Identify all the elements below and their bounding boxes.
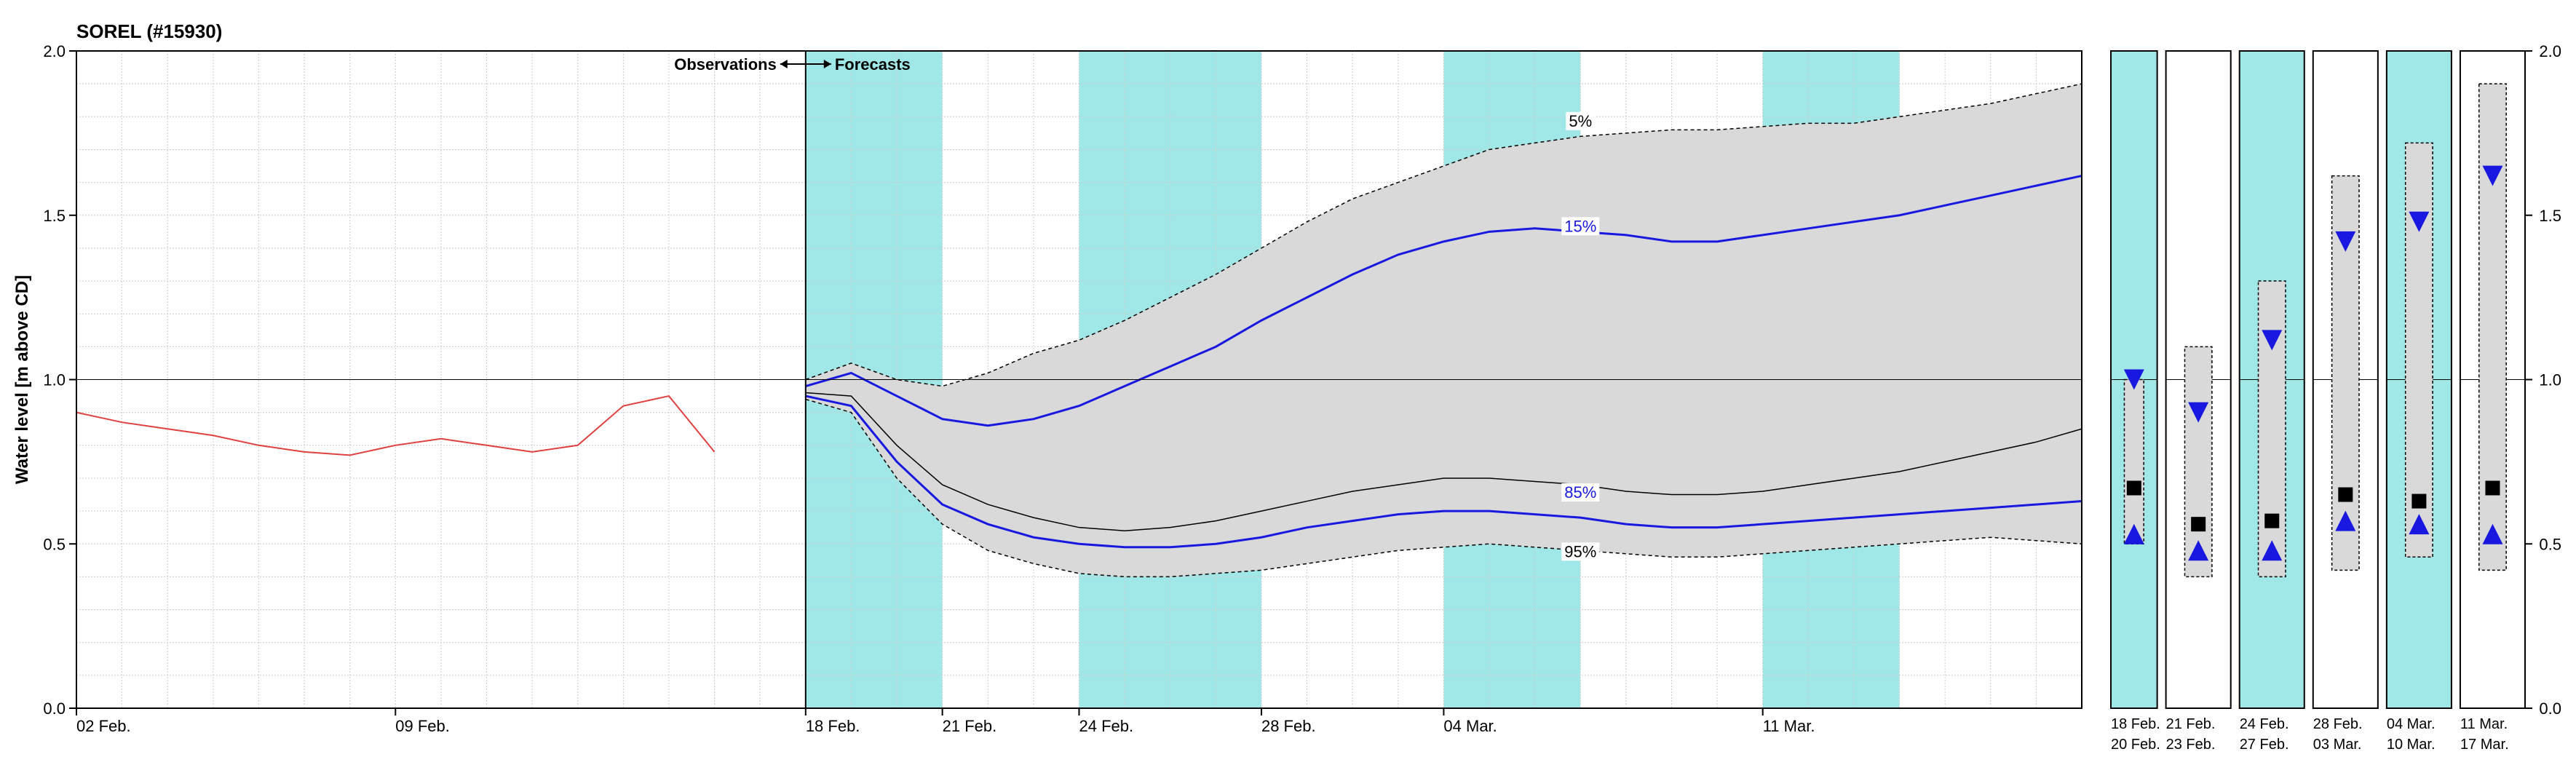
xtick-label: 21 Feb.	[943, 717, 997, 735]
xtick-label: 18 Feb.	[806, 717, 860, 735]
panel-label-bottom: 23 Feb.	[2166, 737, 2216, 753]
panel-box	[2259, 281, 2286, 576]
ytick-label-right: 0.5	[2539, 535, 2561, 553]
xtick-label: 09 Feb.	[395, 717, 450, 735]
panel-label-bottom: 20 Feb.	[2111, 737, 2160, 753]
xtick-label: 24 Feb.	[1079, 717, 1134, 735]
ytick-label: 1.0	[43, 371, 66, 389]
panel-p50-marker	[2264, 514, 2279, 528]
panel-p50-marker	[2485, 480, 2500, 495]
xtick-label: 11 Mar.	[1763, 717, 1815, 735]
panel-label-bottom: 10 Mar.	[2387, 737, 2436, 753]
panel-label-top: 21 Feb.	[2166, 716, 2216, 732]
ytick-label: 0.0	[43, 699, 66, 718]
pct-label: 5%	[1569, 112, 1592, 130]
ytick-label: 0.5	[43, 535, 66, 553]
xtick-label: 28 Feb.	[1261, 717, 1316, 735]
observation-line	[76, 396, 715, 455]
panel-box	[2479, 84, 2506, 570]
ytick-label-right: 0.0	[2539, 699, 2561, 718]
pct-label: 85%	[1564, 483, 1596, 501]
observations-label: Observations	[674, 55, 777, 74]
panel-label-top: 28 Feb.	[2313, 716, 2363, 732]
ytick-label: 1.5	[43, 207, 66, 225]
panel-p50-marker	[2338, 488, 2353, 502]
panel-label-top: 04 Mar.	[2387, 716, 2436, 732]
panel-p50-marker	[2191, 517, 2206, 531]
panel-box	[2124, 380, 2144, 544]
forecasts-label: Forecasts	[835, 55, 911, 74]
y-axis-label: Water level [m above CD]	[12, 275, 32, 484]
ytick-label: 2.0	[43, 42, 66, 60]
chart-title: SOREL (#15930)	[76, 20, 222, 42]
panel-label-bottom: 03 Mar.	[2313, 737, 2362, 753]
water-level-chart: 5% 15% 85% 95% Observations Forecasts 0.0 0.5 1.…	[7, 7, 2576, 774]
xtick-label: 02 Feb.	[76, 717, 131, 735]
ytick-label-right: 1.5	[2539, 207, 2561, 225]
pct-label: 95%	[1564, 542, 1596, 560]
panel-label-bottom: 17 Mar.	[2460, 737, 2509, 753]
ytick-label-right: 1.0	[2539, 371, 2561, 389]
panel-label-bottom: 27 Feb.	[2240, 737, 2289, 753]
pct-label: 15%	[1564, 217, 1596, 235]
panel-p50-marker	[2411, 494, 2426, 509]
xtick-label: 04 Mar.	[1443, 717, 1497, 735]
ytick-label-right: 2.0	[2539, 42, 2561, 60]
panel-label-top: 24 Feb.	[2240, 716, 2289, 732]
arrow-left	[780, 60, 788, 68]
panel-p50-marker	[2127, 480, 2141, 495]
panel-label-top: 18 Feb.	[2111, 716, 2160, 732]
panel-label-top: 11 Mar.	[2460, 716, 2508, 732]
